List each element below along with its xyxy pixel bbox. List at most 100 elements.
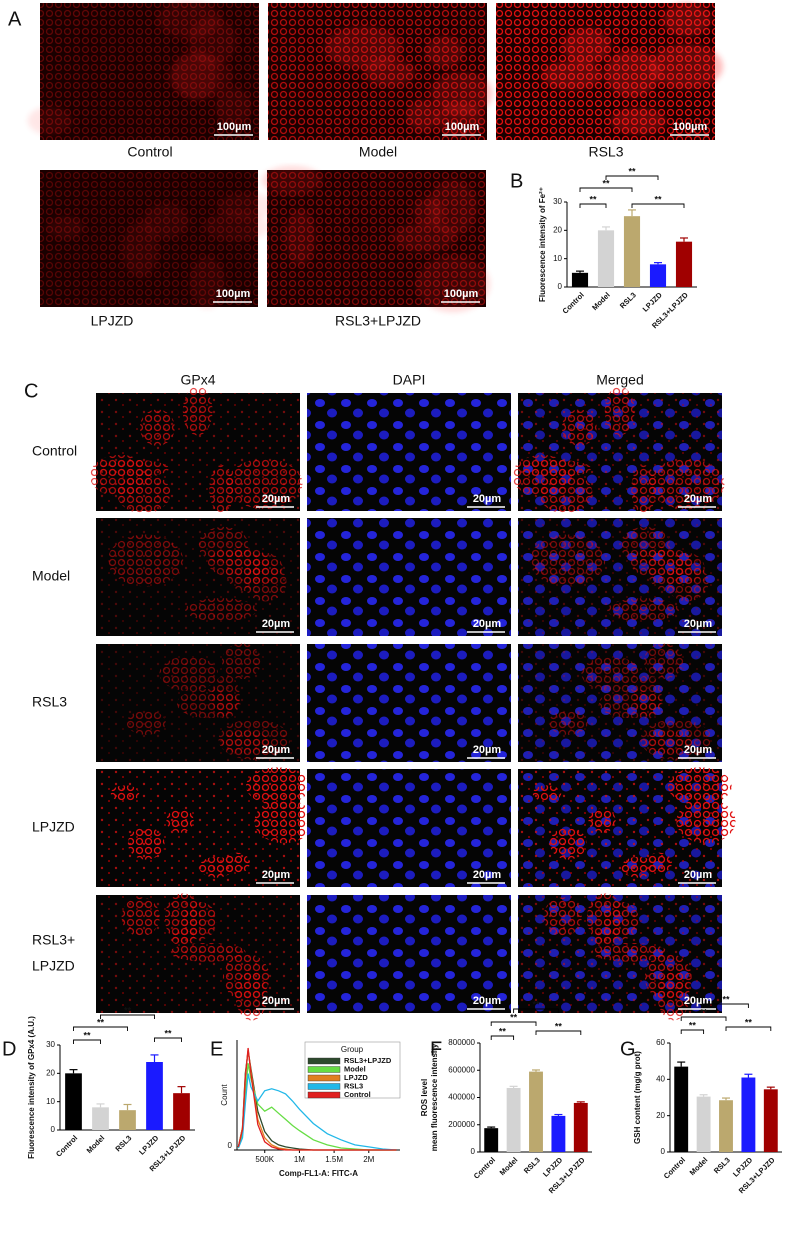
micrograph-texture [644,953,692,1001]
x-tick-label: RSL3 [113,1133,133,1153]
bar [763,1089,778,1152]
micrograph-texture [430,72,493,116]
bar [571,272,589,287]
micrograph-texture [182,386,213,436]
caption: RSL3 [588,144,623,160]
legend-label: RSL3 [344,1081,363,1090]
scale-bar-label: 20µm [262,493,291,505]
micrograph-texture [548,710,588,735]
significance-label: ** [745,1017,753,1027]
y-tick-label: 20 [656,1111,665,1120]
x-tick-label: LPJZD [137,1133,161,1157]
micrograph-texture [643,643,684,680]
panel-label: C [24,380,38,402]
y-tick-label: 30 [46,1040,55,1049]
micrograph-texture [209,464,235,514]
panel-label: D [2,1038,16,1060]
bar [529,1071,543,1152]
significance-bracket [490,1035,515,1040]
y-axis-label: Fluorescence intensity of GPx4 (A.U.) [27,1016,36,1159]
x-tick-label: LPJZD [641,290,665,314]
histogram-line [237,1063,397,1151]
micrograph-texture [285,208,316,266]
y-tick-label: 600000 [448,1065,475,1074]
micrograph-texture [425,35,464,68]
scale-bar-label: 20µm [684,618,713,630]
significance-bracket [513,1008,559,1013]
micrograph-texture [156,0,221,39]
micrograph-texture [588,808,616,833]
scale-bar-label: 20µm [473,869,502,881]
y-tick-label: 200000 [448,1120,475,1129]
micrograph-texture [189,256,226,310]
micrograph-texture [307,769,511,887]
bar [623,216,641,287]
row-label: RSL3 [32,694,67,710]
bar [146,1062,163,1130]
y-tick-label: 400000 [448,1093,475,1102]
x-tick-label: Control [54,1133,79,1158]
micrograph-texture [621,856,656,878]
legend-label: Model [344,1064,366,1073]
bar [674,1066,689,1152]
micrograph-texture [428,179,477,236]
y-tick-label: 800000 [448,1038,475,1047]
x-tick-label: Model [85,1133,107,1155]
micrograph-texture [591,942,668,962]
micrograph-texture [662,2,712,37]
panel-label: E [210,1038,223,1060]
micrograph-texture [199,856,234,878]
micrograph-texture [218,719,290,760]
legend-swatch [307,1074,341,1082]
x-axis-label: Comp-FL1-A: FITC-A [279,1169,358,1178]
legend-swatch [307,1091,341,1099]
micrograph-texture [107,534,184,587]
bar [92,1107,109,1130]
micrograph-texture [435,102,484,136]
scale-bar-label: 20µm [684,869,713,881]
significance-bracket [725,1026,772,1031]
scale-bar-label: 20µm [473,618,502,630]
micrograph-texture [126,710,166,735]
caption: Control [127,144,172,160]
micrograph-texture [604,386,635,436]
x-tick-label: Control [662,1155,687,1180]
scale-bar-label: 20µm [262,995,291,1007]
scale-bar-label: 100µm [444,288,479,300]
bar [65,1073,82,1130]
micrograph-texture [562,27,611,65]
panel-label: A [8,8,22,30]
micrograph-texture [640,719,712,760]
micrograph-texture [261,165,323,195]
bar [484,1128,499,1152]
micrograph-texture [604,49,660,98]
legend-swatch [307,1057,341,1065]
micrograph-texture [216,192,279,219]
column-header: DAPI [393,372,426,388]
micrograph-texture [307,644,511,762]
x-tick-label: Model [590,290,612,312]
bar [573,1102,588,1152]
caption: LPJZD [91,313,134,329]
panel-label: F [430,1038,442,1060]
scale-bar-label: 100µm [673,121,708,133]
y-tick-label: 20 [46,1068,55,1077]
scale-bar-label: 20µm [473,493,502,505]
bar [649,264,667,287]
significance-label: ** [602,178,610,188]
bar [675,241,693,287]
micrograph-texture [586,893,624,943]
bar [173,1093,190,1130]
scale-bar-label: 100µm [216,288,251,300]
legend-swatch [307,1083,341,1090]
y-axis-label: Count [220,1084,229,1106]
x-tick-label: 1M [294,1155,305,1164]
significance-label: ** [722,994,730,1004]
legend-title: Group [341,1045,364,1054]
column-header: GPx4 [180,372,215,388]
micrograph-texture [648,458,725,509]
significance-label: ** [654,194,662,204]
micrograph-texture [307,895,511,1013]
bar [551,1115,566,1152]
significance-bracket [680,1029,705,1034]
